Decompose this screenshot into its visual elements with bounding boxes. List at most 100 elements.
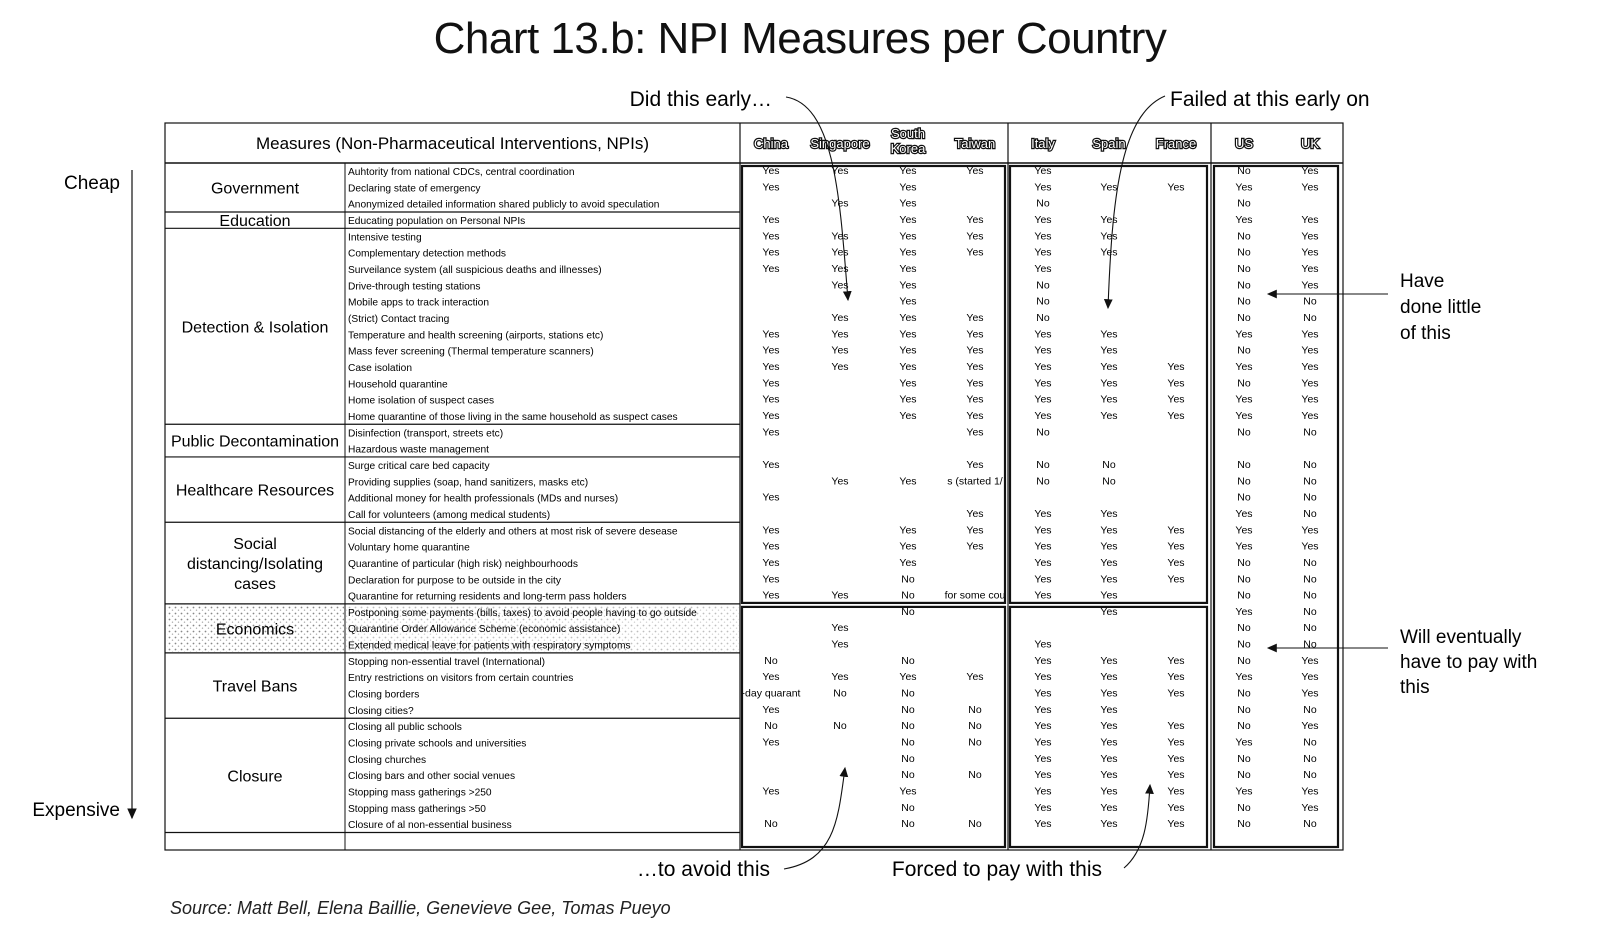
cell-value: No bbox=[1303, 573, 1317, 585]
header-label: Measures (Non-Pharmaceutical Interventio… bbox=[256, 134, 649, 153]
cell-value: Yes bbox=[831, 263, 848, 275]
cell-value: Yes bbox=[1301, 394, 1318, 406]
cell-value: Yes bbox=[1167, 394, 1184, 406]
cell-value: Yes bbox=[1167, 541, 1184, 553]
cell-value: Yes bbox=[899, 345, 916, 357]
cell-value: Yes bbox=[831, 230, 848, 242]
cell-value: No bbox=[1303, 622, 1317, 634]
measure-label: Closing churches bbox=[348, 755, 426, 766]
cell-value: Yes bbox=[899, 214, 916, 226]
cell-value: No bbox=[901, 818, 915, 830]
cell-value: Yes bbox=[1167, 573, 1184, 585]
group-label-government: Government bbox=[211, 180, 300, 197]
cell-value: Yes bbox=[1034, 753, 1051, 765]
asia-block-frame bbox=[740, 164, 1007, 605]
cell-value: Yes bbox=[1301, 361, 1318, 373]
cell-value: No bbox=[764, 720, 778, 732]
cell-value: Yes bbox=[899, 671, 916, 683]
cell-value: Yes bbox=[1301, 786, 1318, 798]
annotation-pay-with: Will eventually bbox=[1400, 627, 1522, 648]
cell-value: Yes bbox=[1235, 181, 1252, 193]
cell-value: Yes bbox=[899, 165, 916, 177]
cell-value: Yes bbox=[831, 639, 848, 651]
source-note: Source: Matt Bell, Elena Baillie, Genevi… bbox=[170, 898, 671, 918]
cell-value: Yes bbox=[1100, 590, 1117, 602]
cell-value: No bbox=[1303, 606, 1317, 618]
cell-value: No bbox=[1237, 557, 1251, 569]
cell-value: Yes bbox=[1235, 410, 1252, 422]
measure-label: Closing borders bbox=[348, 690, 419, 701]
cell-value: No bbox=[901, 606, 915, 618]
cell-value: Yes bbox=[1034, 247, 1051, 259]
measure-label: Call for volunteers (among medical stude… bbox=[348, 510, 550, 521]
cell-value: Yes bbox=[1034, 655, 1051, 667]
cell-value: -day quarant bbox=[742, 688, 801, 700]
cell-value: Yes bbox=[1235, 671, 1252, 683]
measure-label: Hazardous waste management bbox=[348, 445, 489, 456]
cell-value: Yes bbox=[899, 524, 916, 536]
cell-value: Yes bbox=[1034, 345, 1051, 357]
cell-value: Yes bbox=[1167, 737, 1184, 749]
cell-value: No bbox=[968, 704, 982, 716]
cell-value: Yes bbox=[1301, 377, 1318, 389]
cell-value: Yes bbox=[1100, 671, 1117, 683]
cell-value: Yes bbox=[899, 410, 916, 422]
measure-label: Entry restrictions on visitors from cert… bbox=[348, 673, 573, 684]
annotation-failed-early: Failed at this early on bbox=[1170, 88, 1370, 111]
cell-value: Yes bbox=[1301, 263, 1318, 275]
cell-value: No bbox=[1237, 818, 1251, 830]
annotation-did-early: Did this early… bbox=[630, 88, 772, 111]
cell-value: Yes bbox=[1167, 361, 1184, 373]
cell-value: Yes bbox=[966, 312, 983, 324]
measure-label: Closing private schools and universities bbox=[348, 739, 526, 750]
cell-value: No bbox=[901, 590, 915, 602]
cell-value: Yes bbox=[1235, 328, 1252, 340]
cell-value: No bbox=[1303, 704, 1317, 716]
measure-label: Stopping mass gatherings >250 bbox=[348, 788, 492, 799]
cell-value: Yes bbox=[1167, 671, 1184, 683]
cell-value: No bbox=[1237, 198, 1251, 210]
annotation-done-little: done little bbox=[1400, 297, 1481, 318]
cell-value: Yes bbox=[1034, 263, 1051, 275]
cell-value: Yes bbox=[1100, 720, 1117, 732]
cell-value: Yes bbox=[899, 786, 916, 798]
measure-label: Surge critical care bed capacity bbox=[348, 461, 490, 472]
cell-value: No bbox=[764, 818, 778, 830]
cell-value: No bbox=[1036, 198, 1050, 210]
cell-value: Yes bbox=[1100, 802, 1117, 814]
cell-value: Yes bbox=[831, 475, 848, 487]
group-label-public-decontamination: Public Decontamination bbox=[171, 434, 339, 451]
cell-value: Yes bbox=[762, 328, 779, 340]
cell-value: Yes bbox=[1301, 328, 1318, 340]
cell-value: Yes bbox=[762, 230, 779, 242]
cell-value: Yes bbox=[1235, 508, 1252, 520]
measure-label: Disinfection (transport, streets etc) bbox=[348, 428, 503, 439]
cell-value: Yes bbox=[1100, 394, 1117, 406]
cell-value: Yes bbox=[1167, 524, 1184, 536]
cell-value: Yes bbox=[1100, 508, 1117, 520]
measure-label: Stopping mass gatherings >50 bbox=[348, 804, 486, 815]
cell-value: Yes bbox=[1034, 165, 1051, 177]
cell-value: Yes bbox=[966, 410, 983, 422]
cell-value: Yes bbox=[1034, 590, 1051, 602]
cell-value: Yes bbox=[1167, 786, 1184, 798]
measure-label: Providing supplies (soap, hand sanitizer… bbox=[348, 477, 588, 488]
group-label-social-distancing-isolating-cases: distancing/Isolating bbox=[187, 556, 323, 573]
cell-value: Yes bbox=[831, 361, 848, 373]
cell-value: Yes bbox=[831, 165, 848, 177]
cell-value: Yes bbox=[899, 198, 916, 210]
cell-value: Yes bbox=[1235, 606, 1252, 618]
cell-value: Yes bbox=[1301, 214, 1318, 226]
cell-value: Yes bbox=[966, 524, 983, 536]
cell-value: Yes bbox=[1167, 818, 1184, 830]
cell-value: No bbox=[1237, 296, 1251, 308]
cell-value: Yes bbox=[1100, 377, 1117, 389]
cell-value: Yes bbox=[1100, 247, 1117, 259]
arrow-avoid-this bbox=[783, 766, 849, 870]
group-label-economics: Economics bbox=[216, 621, 294, 638]
cell-value: Yes bbox=[1235, 361, 1252, 373]
europe-block-frame-lower bbox=[1008, 605, 1209, 849]
cell-value: Yes bbox=[1100, 524, 1117, 536]
cell-value: Yes bbox=[899, 328, 916, 340]
cell-value: Yes bbox=[1034, 769, 1051, 781]
